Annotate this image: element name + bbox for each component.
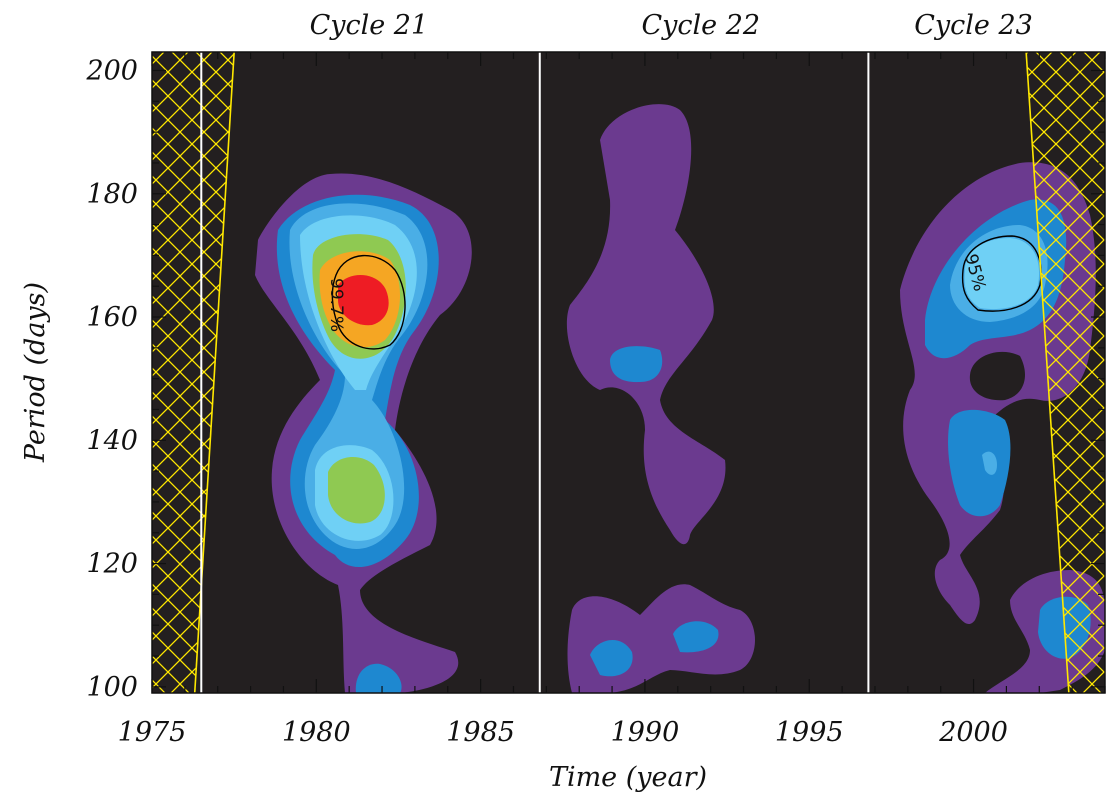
y-tick-label: 200 — [85, 55, 138, 86]
x-tick-label: 1980 — [282, 717, 351, 748]
feature-cycle22 — [566, 104, 755, 693]
x-tick-label: 1995 — [775, 717, 844, 748]
cone-of-influence — [152, 52, 1105, 693]
plot-frame — [151, 51, 1106, 694]
y-tick-label: 140 — [86, 425, 138, 456]
power-contours — [255, 104, 1105, 693]
cycle-labels: Cycle 21 Cycle 22 Cycle 23 — [310, 10, 1033, 41]
coi-right-region — [1026, 52, 1105, 693]
x-tick-label: 1975 — [118, 717, 187, 748]
y-tick-label: 120 — [86, 549, 138, 580]
x-axis-title: Time (year) — [549, 762, 707, 793]
cycle-label: Cycle 23 — [914, 10, 1033, 41]
y-tick-label: 160 — [86, 302, 138, 333]
coi-right-edge — [1025, 52, 1070, 693]
y-axis-title: Period (days) — [20, 282, 51, 463]
x-tick-label: 1990 — [611, 717, 680, 748]
x-tick-label: 2000 — [938, 717, 1008, 748]
sig-label-99-7: 99.7% — [326, 278, 346, 332]
x-tick-label: 1985 — [446, 717, 515, 748]
feature-cycle21 — [255, 173, 472, 693]
coi-left-region — [152, 52, 235, 693]
y-tick-label: 100 — [86, 672, 138, 703]
x-axis: 1975 1980 1985 1990 1995 2000 — [118, 52, 1106, 748]
cycle-label: Cycle 21 — [310, 10, 429, 41]
cycle-label: Cycle 22 — [641, 10, 760, 41]
y-tick-label: 180 — [86, 179, 138, 210]
cycle-boundaries — [200, 52, 870, 693]
y-axis: 100 120 140 160 180 200 — [85, 55, 1105, 703]
